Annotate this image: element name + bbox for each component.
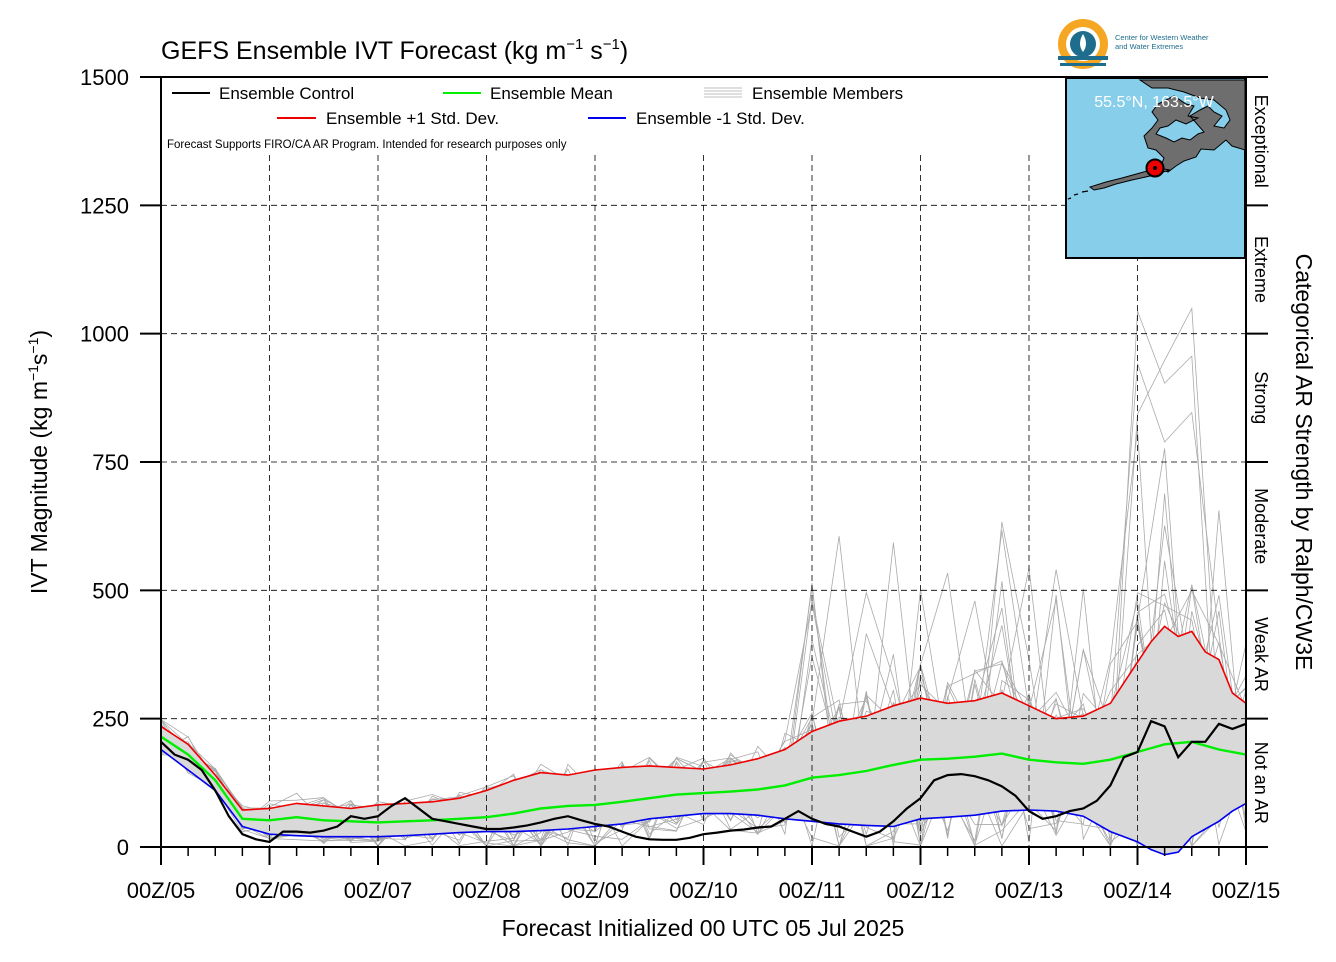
svg-text:Center for Western Weather: Center for Western Weather bbox=[1115, 33, 1209, 42]
x-tick-label: 00Z/14 bbox=[1103, 878, 1172, 903]
aleutian-islands bbox=[1067, 190, 1089, 200]
location-label: 55.5°N, 163.5°W bbox=[1094, 94, 1214, 111]
category-label: Moderate bbox=[1251, 488, 1271, 564]
member-line bbox=[160, 530, 1247, 848]
x-axis-title: Forecast Initialized 00 UTC 05 Jul 2025 bbox=[502, 915, 905, 941]
x-tick-label: 00Z/05 bbox=[127, 878, 196, 903]
location-inset-map: 55.5°N, 163.5°W bbox=[1065, 77, 1246, 259]
legend-swatch-members bbox=[704, 87, 742, 98]
legend-label-members: Ensemble Members bbox=[752, 84, 903, 103]
spread-fill bbox=[161, 626, 1246, 855]
category-label: Not an AR bbox=[1251, 742, 1271, 824]
y-tick-label: 1500 bbox=[80, 65, 129, 90]
x-tick-label: 00Z/12 bbox=[886, 878, 955, 903]
legend-label-control: Ensemble Control bbox=[219, 84, 354, 103]
x-tick-label: 00Z/06 bbox=[235, 878, 304, 903]
category-label: Extreme bbox=[1251, 236, 1271, 303]
research-note: Forecast Supports FIRO/CA AR Program. In… bbox=[167, 139, 567, 151]
ar-category-axis: Not an AR Weak AR Moderate Strong Extreme Exc… bbox=[1246, 76, 1271, 848]
std-dev-spread bbox=[161, 626, 1246, 855]
x-tick-label: 00Z/15 bbox=[1212, 878, 1281, 903]
alaska-landmass bbox=[1138, 79, 1246, 173]
y-axis: 0 250 500 750 1000 1250 1500 bbox=[80, 65, 161, 860]
svg-text:and Water Extremes: and Water Extremes bbox=[1115, 42, 1183, 51]
legend: Ensemble Control Ensemble Mean Ensemble … bbox=[167, 84, 903, 151]
x-tick-label: 00Z/11 bbox=[779, 878, 846, 903]
category-label: Exceptional bbox=[1251, 95, 1271, 188]
category-label: Strong bbox=[1251, 371, 1271, 424]
droplet-icon bbox=[1080, 34, 1086, 52]
series-mean bbox=[160, 735, 1247, 824]
category-label: Weak AR bbox=[1251, 617, 1271, 692]
legend-label-minus: Ensemble -1 Std. Dev. bbox=[636, 109, 805, 128]
x-tick-label: 00Z/07 bbox=[344, 878, 413, 903]
series-lines bbox=[160, 625, 1247, 856]
cw3e-logo: Center for Western Weather and Water Ext… bbox=[1058, 19, 1209, 69]
x-tick-label: 00Z/08 bbox=[452, 878, 521, 903]
y-tick-label: 1250 bbox=[80, 193, 129, 218]
legend-label-plus: Ensemble +1 Std. Dev. bbox=[326, 109, 499, 128]
x-axis: 00Z/05 00Z/06 00Z/07 00Z/08 00Z/09 00Z/10 00Z/… bbox=[127, 847, 1281, 903]
right-axis-title: Categorical AR Strength by Ralph/CW3E bbox=[1291, 254, 1317, 671]
y-tick-label: 250 bbox=[92, 707, 129, 732]
y-tick-label: 750 bbox=[92, 450, 129, 475]
series-control bbox=[160, 719, 1247, 844]
y-axis-title: IVT Magnitude (kg m−1s−1) bbox=[25, 330, 52, 594]
y-tick-label: 1000 bbox=[80, 322, 129, 347]
series-plus bbox=[160, 625, 1247, 811]
x-tick-label: 00Z/13 bbox=[995, 878, 1064, 903]
y-tick-label: 0 bbox=[117, 835, 129, 860]
legend-label-mean: Ensemble Mean bbox=[490, 84, 613, 103]
x-tick-label: 00Z/10 bbox=[669, 878, 738, 903]
x-tick-label: 00Z/09 bbox=[561, 878, 630, 903]
y-tick-label: 500 bbox=[92, 578, 129, 603]
chart-title: GEFS Ensemble IVT Forecast (kg m−1 s−1) bbox=[161, 36, 628, 65]
grid bbox=[161, 155, 1246, 847]
